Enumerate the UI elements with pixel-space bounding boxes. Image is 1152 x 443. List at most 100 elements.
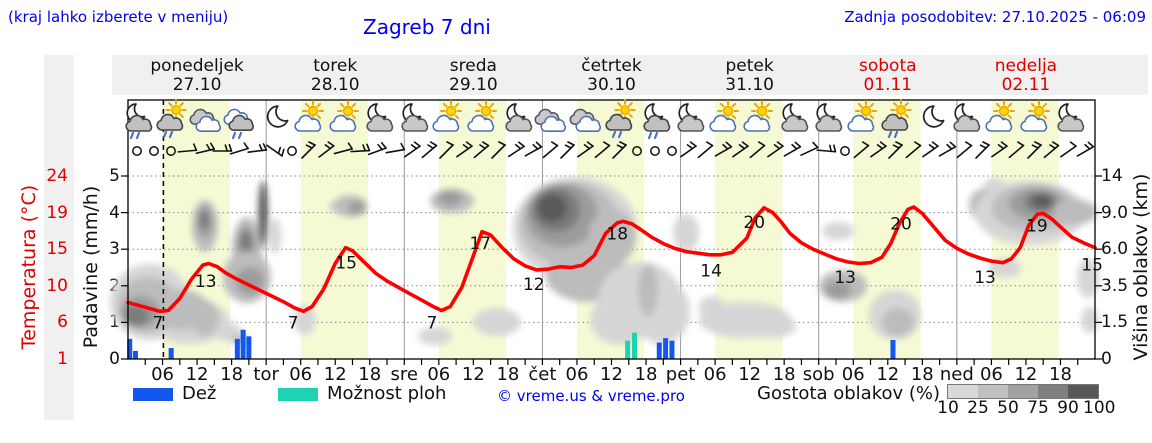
svg-text:12: 12	[523, 275, 545, 295]
wind-barb-icon	[1042, 141, 1062, 161]
precip-tick-label: 5	[109, 166, 120, 186]
density-scale-segment	[948, 385, 978, 398]
time-label: 06	[841, 364, 865, 385]
svg-text:13: 13	[834, 268, 856, 288]
day-date: 30.10	[587, 75, 636, 95]
day-abbr-label: sob	[802, 364, 835, 385]
wind-barb-icon	[714, 141, 734, 161]
wind-barb-icon	[177, 141, 198, 161]
calm-wind-icon	[161, 141, 181, 161]
sun-cloud-icon	[465, 100, 499, 139]
moon-cloud-icon	[396, 101, 430, 139]
wind-barb-icon	[800, 141, 820, 161]
precip-tick-label: 3	[109, 239, 120, 260]
svg-text:20: 20	[743, 213, 765, 233]
wind-barb-icon	[472, 141, 492, 161]
cloud-tick-label: 14	[1101, 166, 1123, 186]
time-label: 18	[496, 364, 520, 385]
time-label: 18	[220, 364, 244, 385]
wind-barb-icon	[229, 141, 250, 161]
calm-wind-icon	[645, 141, 665, 161]
time-label: 06	[151, 364, 174, 385]
cloudy-icon	[189, 101, 223, 139]
day-header: petek 31.10	[681, 57, 819, 95]
time-label: 12	[876, 364, 900, 385]
wind-barb-icon	[333, 141, 354, 161]
day-header: nedelja 02.11	[957, 57, 1095, 95]
sun-cloud-icon	[327, 100, 361, 139]
day-header: četrtek 30.10	[542, 57, 680, 95]
time-label: 18	[1049, 364, 1072, 385]
density-tick-label: 90	[1057, 398, 1079, 418]
wind-barb-icon	[921, 141, 941, 161]
cloud-density-scale-bar	[947, 384, 1099, 399]
location-hint: (kraj lahko izberete v meniju)	[8, 8, 229, 26]
moon-cloud-icon	[1052, 101, 1086, 139]
day-name: ponedeljek	[150, 56, 244, 76]
time-label: 12	[1014, 364, 1038, 385]
calm-wind-icon	[144, 141, 164, 161]
day-header: sobota 01.11	[819, 57, 957, 95]
sun-cloud-rain-icon	[154, 99, 188, 139]
time-label: 12	[323, 364, 347, 385]
temp-tick-label: 1	[57, 349, 68, 369]
sun-cloud-icon	[292, 100, 326, 139]
wind-barb-icon	[748, 141, 768, 161]
day-abbr-label: ned	[939, 364, 974, 385]
wind-barb-icon	[385, 141, 406, 161]
svg-text:17: 17	[469, 234, 491, 254]
temp-tick-label: 19	[46, 202, 68, 223]
moon-cloud-icon	[776, 101, 810, 139]
moon-cloud-icon	[361, 101, 395, 139]
sun-cloud-icon	[983, 100, 1017, 139]
moon-cloud-rain-icon	[638, 101, 672, 140]
day-date: 02.11	[1001, 75, 1051, 95]
temp-tick-label: 24	[46, 166, 68, 186]
wind-barb-icon	[696, 141, 716, 161]
svg-text:7: 7	[153, 313, 164, 333]
wind-barb-icon	[731, 141, 751, 161]
wind-barb-icon	[869, 141, 889, 161]
wind-barb-icon	[317, 141, 337, 161]
day-name: sobota	[859, 56, 917, 76]
day-abbr-label: pet	[665, 364, 696, 385]
wind-barb-icon	[816, 141, 837, 161]
wind-barb-icon	[1025, 141, 1045, 161]
time-label: 18	[634, 364, 658, 385]
time-label: 06	[565, 364, 589, 385]
time-label: 18	[772, 364, 796, 385]
cloud-density-legend-label: Gostota oblakov (%)	[757, 383, 941, 404]
sun-cloud-icon	[1018, 100, 1052, 139]
svg-text:13: 13	[974, 268, 996, 288]
wind-barb-icon	[541, 141, 561, 161]
time-label: 18	[910, 364, 934, 385]
sun-cloud-icon	[430, 100, 464, 139]
sun-cloud-rain-icon	[603, 99, 637, 139]
wind-barb-icon	[990, 141, 1010, 161]
day-header: torek 28.10	[266, 57, 404, 95]
wind-barb-icon	[299, 141, 319, 161]
wind-barb-icon	[246, 141, 268, 161]
wind-barb-icon	[766, 141, 786, 161]
density-scale-segment	[978, 385, 1008, 398]
sun-cloud-icon	[741, 100, 775, 139]
day-name: torek	[313, 56, 358, 76]
calm-wind-icon	[662, 141, 682, 161]
wind-barb-icon	[524, 141, 544, 161]
precip-tick-label: 0	[109, 349, 120, 369]
cloud-tick-label: 1.5	[1101, 312, 1129, 333]
moon-cloud-icon	[500, 101, 534, 139]
temp-tick-label: 10	[46, 275, 68, 296]
wind-barb-icon	[437, 141, 457, 161]
time-label: 06	[703, 364, 727, 385]
wind-barb-icon	[558, 141, 578, 161]
temp-tick-label: 15	[46, 239, 68, 260]
day-date: 01.11	[863, 75, 913, 95]
wind-barb-icon	[350, 141, 371, 161]
time-label: 12	[738, 364, 762, 385]
wind-barb-icon	[1007, 141, 1027, 161]
svg-text:18: 18	[606, 224, 628, 244]
calm-wind-icon	[627, 141, 647, 161]
credit-link[interactable]: © vreme.us & vreme.pro	[497, 387, 685, 405]
